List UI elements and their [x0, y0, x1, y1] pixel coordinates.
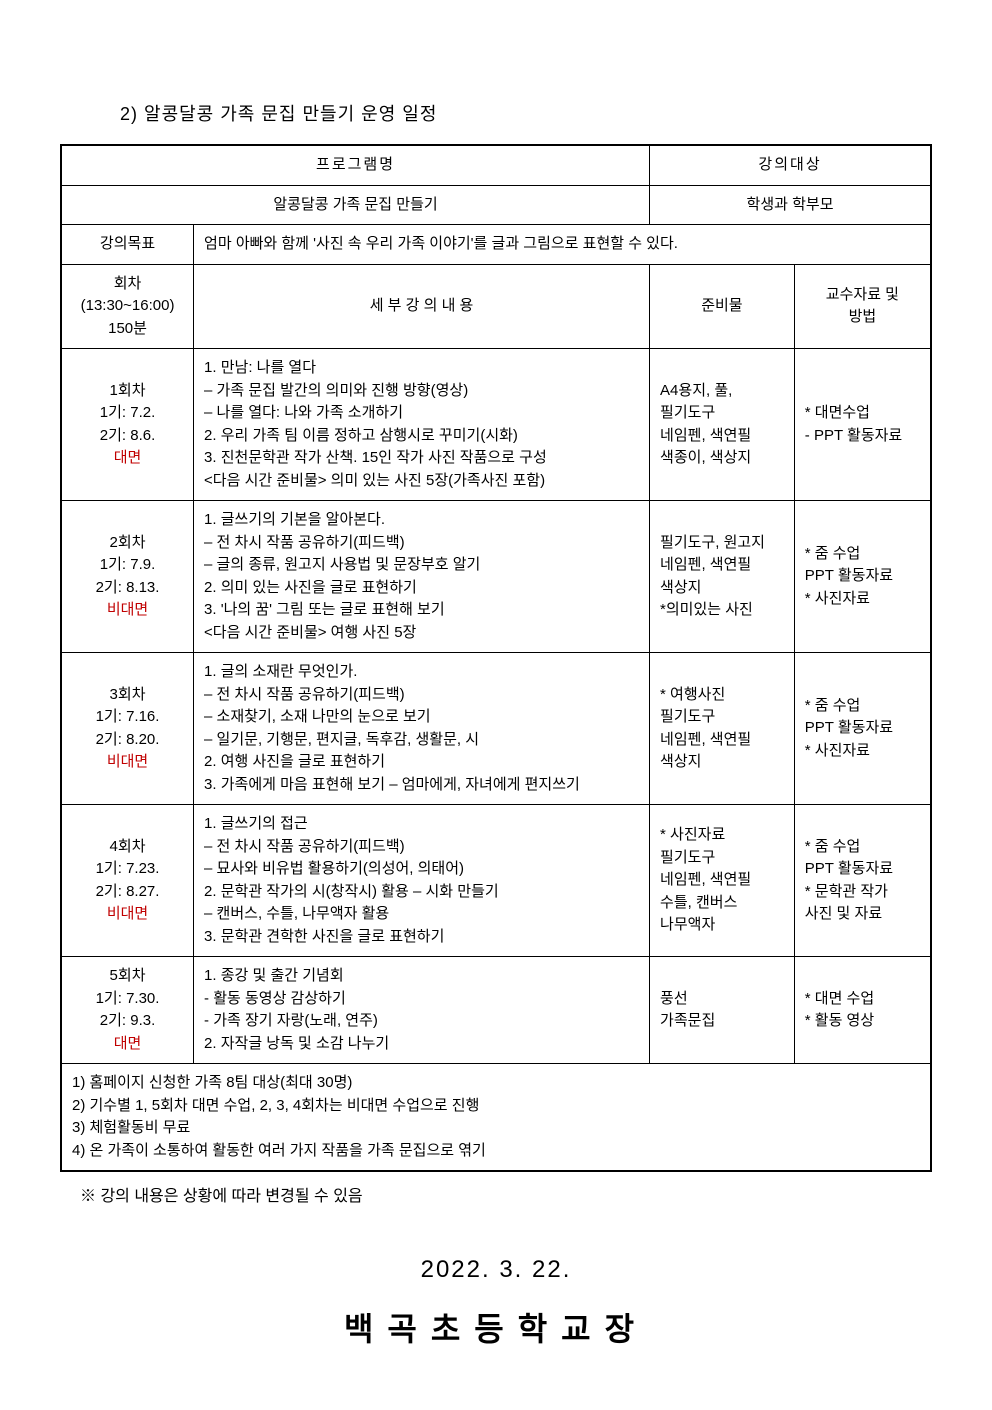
session-num: 5회차 — [110, 967, 146, 984]
session-materials: * 사진자료 필기도구 네임펜, 색연필 수틀, 캔버스 나무액자 — [650, 805, 795, 957]
session-mode: 비대면 — [107, 601, 148, 618]
col-session: 회차 (13:30~16:00) 150분 — [61, 264, 194, 349]
session-content: 1. 만남: 나를 열다 – 가족 문집 발간의 의미와 진행 방향(영상) –… — [194, 349, 650, 501]
date-line: 2022. 3. 22. — [60, 1256, 932, 1284]
session-dates: 1기: 7.16. 2기: 8.20. — [96, 708, 160, 748]
session-row: 3회차 1기: 7.16. 2기: 8.20. 비대면 1. 글의 소재란 무엇… — [61, 653, 931, 805]
session-num: 4회차 — [110, 838, 146, 855]
session-dates: 1기: 7.23. 2기: 8.27. — [96, 860, 160, 900]
session-mode: 비대면 — [107, 753, 148, 770]
col-materials: 준비물 — [650, 264, 795, 349]
principal-line: 백곡초등학교장 — [60, 1304, 932, 1350]
col-content: 세 부 강 의 내 용 — [194, 264, 650, 349]
session-content: 1. 종강 및 출간 기념회 - 활동 동영상 감상하기 - 가족 장기 자랑(… — [194, 957, 650, 1064]
session-content: 1. 글의 소재란 무엇인가. – 전 차시 작품 공유하기(피드백) – 소재… — [194, 653, 650, 805]
audience-header: 강의대상 — [650, 145, 931, 185]
session-methods: * 줌 수업 PPT 활동자료 * 사진자료 — [794, 501, 931, 653]
session-materials: * 여행사진 필기도구 네임펜, 색연필 색상지 — [650, 653, 795, 805]
goal-text: 엄마 아빠와 함께 '사진 속 우리 가족 이야기'를 글과 그림으로 표현할 … — [194, 225, 931, 265]
note-line: 1) 홈페이지 신청한 가족 8팀 대상(최대 30명) — [72, 1072, 920, 1095]
session-methods: * 줌 수업 PPT 활동자료 * 사진자료 — [794, 653, 931, 805]
session-materials: A4용지, 풀, 필기도구 네임펜, 색연필 색종이, 색상지 — [650, 349, 795, 501]
program-header: 프로그램명 — [61, 145, 650, 185]
session-methods: * 대면 수업 * 활동 영상 — [794, 957, 931, 1064]
session-mode: 비대면 — [107, 905, 148, 922]
footnote: ※ 강의 내용은 상황에 따라 변경될 수 있음 — [60, 1182, 932, 1206]
section-title: 2) 알콩달콩 가족 문집 만들기 운영 일정 — [60, 100, 932, 126]
session-methods: * 대면수업 - PPT 활동자료 — [794, 349, 931, 501]
goal-label: 강의목표 — [61, 225, 194, 265]
session-dates: 1기: 7.30. 2기: 9.3. — [96, 990, 160, 1030]
session-content: 1. 글쓰기의 기본을 알아본다. – 전 차시 작품 공유하기(피드백) – … — [194, 501, 650, 653]
session-materials: 풍선 가족문집 — [650, 957, 795, 1064]
session-num: 3회차 — [110, 686, 146, 703]
session-dates: 1기: 7.9. 2기: 8.13. — [96, 556, 160, 596]
session-dates: 1기: 7.2. 2기: 8.6. — [100, 404, 156, 444]
session-num: 1회차 — [110, 382, 146, 399]
session-row: 5회차 1기: 7.30. 2기: 9.3. 대면 1. 종강 및 출간 기념회… — [61, 957, 931, 1064]
session-mode: 대면 — [114, 449, 142, 466]
session-row: 2회차 1기: 7.9. 2기: 8.13. 비대면 1. 글쓰기의 기본을 알… — [61, 501, 931, 653]
session-methods: * 줌 수업 PPT 활동자료 * 문학관 작가 사진 및 자료 — [794, 805, 931, 957]
audience-value: 학생과 학부모 — [650, 185, 931, 225]
notes-cell: 1) 홈페이지 신청한 가족 8팀 대상(최대 30명) 2) 기수별 1, 5… — [61, 1064, 931, 1172]
program-name: 알콩달콩 가족 문집 만들기 — [61, 185, 650, 225]
session-num: 2회차 — [110, 534, 146, 551]
schedule-table: 프로그램명 강의대상 알콩달콩 가족 문집 만들기 학생과 학부모 강의목표 엄… — [60, 144, 932, 1172]
session-materials: 필기도구, 원고지 네임펜, 색연필 색상지 *의미있는 사진 — [650, 501, 795, 653]
session-mode: 대면 — [114, 1035, 142, 1052]
col-methods: 교수자료 및 방법 — [794, 264, 931, 349]
note-line: 2) 기수별 1, 5회차 대면 수업, 2, 3, 4회차는 비대면 수업으로… — [72, 1095, 920, 1118]
session-content: 1. 글쓰기의 접근 – 전 차시 작품 공유하기(피드백) – 묘사와 비유법… — [194, 805, 650, 957]
note-line: 3) 체험활동비 무료 — [72, 1117, 920, 1140]
session-row: 1회차 1기: 7.2. 2기: 8.6. 대면 1. 만남: 나를 열다 – … — [61, 349, 931, 501]
note-line: 4) 온 가족이 소통하여 활동한 여러 가지 작품을 가족 문집으로 엮기 — [72, 1140, 920, 1163]
session-row: 4회차 1기: 7.23. 2기: 8.27. 비대면 1. 글쓰기의 접근 –… — [61, 805, 931, 957]
